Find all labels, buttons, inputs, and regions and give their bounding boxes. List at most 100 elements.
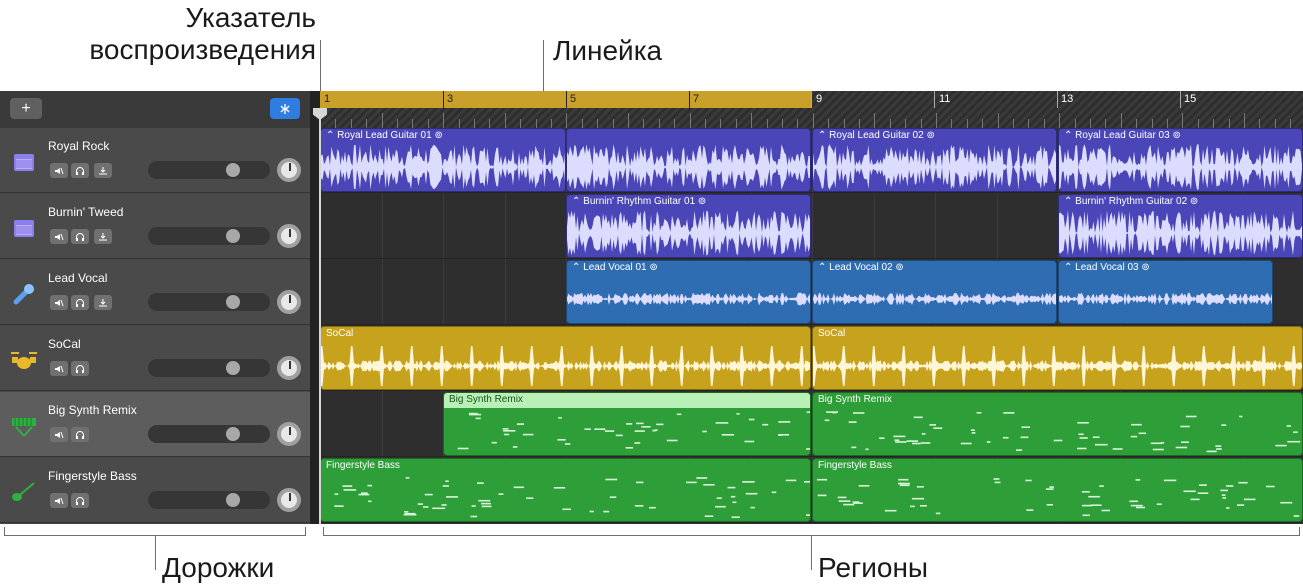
midi-note <box>899 482 903 485</box>
region-title: Big Synth Remix <box>449 394 523 405</box>
midi-notes <box>824 411 1301 453</box>
drummer-region[interactable]: SoCal <box>812 326 1303 390</box>
pan-knob[interactable] <box>277 356 301 380</box>
solo-button[interactable] <box>71 163 89 178</box>
audio-region[interactable]: ⌃ Lead Vocal 02 ⊚ <box>812 260 1057 324</box>
audio-region[interactable]: ⌃ Royal Lead Guitar 02 ⊚ <box>812 128 1057 192</box>
volume-slider[interactable] <box>148 161 270 179</box>
ruler-tick <box>643 119 645 128</box>
midi-note <box>745 492 758 495</box>
audio-region[interactable]: ⌃ Royal Lead Guitar 03 ⊚ <box>1058 128 1303 192</box>
panel-divider[interactable] <box>310 91 320 524</box>
volume-knob[interactable] <box>226 295 240 309</box>
volume-slider[interactable] <box>148 359 270 377</box>
track-header-lead-vocal[interactable]: Lead Vocal <box>0 260 310 325</box>
audio-region[interactable]: ⌃ Burnin' Rhythm Guitar 01 ⊚ <box>566 194 811 258</box>
add-track-button[interactable]: + <box>10 98 42 119</box>
midi-note <box>1094 443 1108 446</box>
solo-button[interactable] <box>71 229 89 244</box>
region-name: ⌃ Royal Lead Guitar 02 ⊚ <box>818 130 935 141</box>
midi-note <box>806 448 810 450</box>
midi-note <box>976 412 982 414</box>
midi-note <box>1130 435 1138 438</box>
playhead[interactable] <box>319 108 321 524</box>
volume-knob[interactable] <box>226 361 240 375</box>
region-name: ⌃ Lead Vocal 02 ⊚ <box>818 262 904 273</box>
midi-region-selected[interactable]: Big Synth Remix <box>443 392 811 456</box>
volume-slider[interactable] <box>148 425 270 443</box>
volume-knob[interactable] <box>226 163 240 177</box>
midi-region[interactable]: Fingerstyle Bass <box>812 458 1303 522</box>
pan-knob[interactable] <box>277 422 301 446</box>
midi-note <box>1135 506 1145 509</box>
audio-region[interactable]: ⌃ Burnin' Rhythm Guitar 02 ⊚ <box>1058 194 1303 258</box>
record-enable-button[interactable] <box>94 163 112 178</box>
volume-slider[interactable] <box>148 293 270 311</box>
pan-knob[interactable] <box>277 224 301 248</box>
record-enable-button[interactable] <box>94 229 112 244</box>
audio-region[interactable] <box>566 128 811 192</box>
mute-button[interactable] <box>50 229 68 244</box>
audio-region[interactable]: ⌃ Royal Lead Guitar 01 ⊚ <box>320 128 566 192</box>
ruler-tick <box>905 119 907 128</box>
mute-button[interactable] <box>50 163 68 178</box>
waveform-path <box>1059 210 1302 256</box>
midi-note <box>1190 498 1200 501</box>
midi-note <box>442 485 449 487</box>
midi-note <box>744 440 755 443</box>
smart-controls-button[interactable] <box>270 98 300 119</box>
volume-slider[interactable] <box>148 227 270 245</box>
mute-button[interactable] <box>50 493 68 508</box>
solo-button[interactable] <box>71 361 89 376</box>
track-header-socal[interactable]: SoCal <box>0 326 310 391</box>
cycle-region[interactable] <box>320 91 811 108</box>
mute-button[interactable] <box>50 361 68 376</box>
pan-knob[interactable] <box>277 488 301 512</box>
midi-note <box>704 515 714 517</box>
drummer-region[interactable]: SoCal <box>320 326 811 390</box>
audio-region[interactable]: ⌃ Lead Vocal 03 ⊚ <box>1058 260 1273 324</box>
lane-socal <box>320 326 1303 391</box>
volume-knob[interactable] <box>226 229 240 243</box>
region-name: ⌃ Burnin' Rhythm Guitar 02 ⊚ <box>1064 196 1199 207</box>
ruler[interactable]: 1 3 5 7 9 11 13 15 <box>320 91 1303 128</box>
waveform-path <box>321 144 565 190</box>
playhead-handle[interactable] <box>313 108 327 120</box>
tracks-area[interactable]: ⌃ Royal Lead Guitar 01 ⊚ ⌃ Royal Lead Gu… <box>320 128 1303 524</box>
track-header-royal-rock[interactable]: Royal Rock <box>0 128 310 193</box>
solo-button[interactable] <box>71 295 89 310</box>
track-header-burnin-tweed[interactable]: Burnin' Tweed <box>0 194 310 259</box>
solo-button[interactable] <box>71 427 89 442</box>
midi-note <box>1221 494 1226 496</box>
midi-note <box>686 481 697 484</box>
ruler-tick <box>874 113 876 128</box>
track-header-big-synth-remix[interactable]: Big Synth Remix <box>0 392 310 457</box>
pan-knob[interactable] <box>277 158 301 182</box>
mute-button[interactable] <box>50 295 68 310</box>
midi-region[interactable]: Big Synth Remix <box>812 392 1303 456</box>
region-title: Lead Vocal 03 <box>1075 262 1139 273</box>
midi-note <box>750 506 755 509</box>
midi-note <box>703 484 715 486</box>
amp-icon <box>14 220 34 237</box>
midi-note <box>865 448 869 451</box>
midi-note <box>1025 479 1032 482</box>
record-enable-button[interactable] <box>94 295 112 310</box>
mute-button[interactable] <box>50 427 68 442</box>
midi-note <box>589 510 594 513</box>
pan-knob[interactable] <box>277 290 301 314</box>
volume-slider[interactable] <box>148 491 270 509</box>
bar-line <box>566 91 567 108</box>
midi-region[interactable]: Fingerstyle Bass <box>320 458 811 522</box>
ruler-number: 5 <box>570 93 577 105</box>
volume-knob[interactable] <box>226 493 240 507</box>
midi-note <box>470 515 478 518</box>
audio-region[interactable]: ⌃ Lead Vocal 01 ⊚ <box>566 260 811 324</box>
track-name: Big Synth Remix <box>48 403 137 417</box>
tracks-bracket-stem <box>155 536 156 570</box>
volume-knob[interactable] <box>226 427 240 441</box>
solo-button[interactable] <box>71 493 89 508</box>
track-header-fingerstyle-bass[interactable]: Fingerstyle Bass <box>0 458 310 523</box>
regions-bracket-right <box>1299 527 1300 536</box>
midi-note <box>1185 415 1197 418</box>
